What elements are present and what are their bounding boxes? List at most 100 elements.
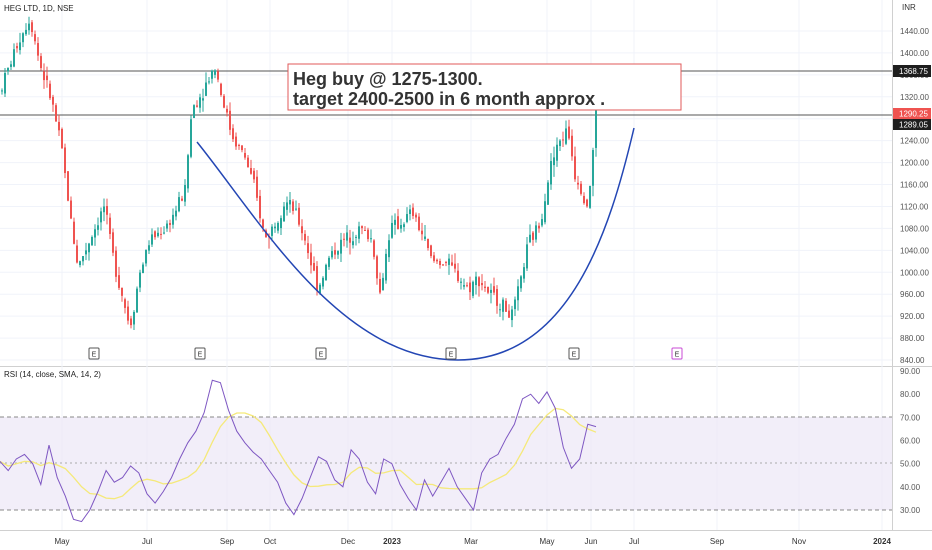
candle[interactable] [358, 221, 360, 244]
candle[interactable] [310, 243, 312, 274]
candle[interactable] [523, 262, 525, 283]
candle[interactable] [199, 93, 201, 113]
candle[interactable] [586, 198, 588, 208]
candle[interactable] [400, 218, 402, 233]
candle[interactable] [196, 100, 198, 108]
candle[interactable] [505, 298, 507, 312]
candle[interactable] [409, 204, 411, 221]
candle[interactable] [379, 272, 381, 295]
candle[interactable] [67, 170, 69, 202]
candle[interactable] [61, 127, 63, 149]
candle[interactable] [274, 222, 276, 233]
candle[interactable] [415, 212, 417, 222]
candle[interactable] [235, 132, 237, 150]
candle[interactable] [211, 69, 213, 84]
candle[interactable] [160, 227, 162, 240]
candle[interactable] [55, 103, 57, 122]
candle[interactable] [463, 278, 465, 290]
candle[interactable] [184, 179, 186, 207]
candle[interactable] [223, 93, 225, 109]
candle[interactable] [490, 283, 492, 304]
candle[interactable] [499, 303, 501, 317]
candle[interactable] [301, 219, 303, 241]
candle[interactable] [394, 213, 396, 235]
candle[interactable] [229, 102, 231, 136]
candle[interactable] [589, 185, 591, 209]
cup-curve[interactable] [196, 127, 635, 361]
candle[interactable] [352, 231, 354, 249]
candle[interactable] [445, 260, 447, 267]
candle[interactable] [556, 137, 558, 167]
candle[interactable] [544, 193, 546, 225]
candle[interactable] [460, 277, 462, 290]
event-marker[interactable]: E [194, 347, 206, 360]
candle[interactable] [46, 66, 48, 88]
candle[interactable] [493, 277, 495, 296]
candle[interactable] [292, 199, 294, 215]
candle[interactable] [568, 119, 570, 140]
candle[interactable] [88, 242, 90, 261]
candle[interactable] [91, 235, 93, 246]
candle[interactable] [343, 233, 345, 247]
candle[interactable] [481, 274, 483, 291]
candle[interactable] [166, 220, 168, 232]
candle[interactable] [322, 276, 324, 290]
candle[interactable] [451, 254, 453, 267]
candle[interactable] [334, 242, 336, 260]
candle[interactable] [577, 175, 579, 190]
candle[interactable] [250, 159, 252, 175]
candle[interactable] [295, 200, 297, 211]
candle[interactable] [133, 310, 135, 331]
candle[interactable] [58, 114, 60, 137]
candle[interactable] [385, 248, 387, 284]
candle[interactable] [94, 224, 96, 246]
candle[interactable] [520, 275, 522, 292]
candle[interactable] [4, 68, 6, 97]
candle[interactable] [580, 181, 582, 196]
candle[interactable] [181, 195, 183, 202]
candle[interactable] [259, 189, 261, 223]
candle[interactable] [502, 297, 504, 321]
candle[interactable] [298, 202, 300, 227]
candle[interactable] [238, 143, 240, 150]
candle[interactable] [346, 225, 348, 248]
rsi-line[interactable] [0, 379, 597, 523]
candle[interactable] [106, 198, 108, 225]
candle[interactable] [157, 227, 159, 238]
candle[interactable] [1, 88, 3, 95]
candle[interactable] [175, 205, 177, 221]
event-marker[interactable]: E [568, 347, 580, 360]
candle[interactable] [514, 296, 516, 316]
price-pane[interactable] [0, 0, 892, 366]
candle[interactable] [595, 102, 597, 157]
candle[interactable] [538, 222, 540, 233]
candle[interactable] [31, 19, 33, 37]
candle[interactable] [532, 231, 534, 246]
candle[interactable] [13, 43, 15, 68]
candle[interactable] [217, 68, 219, 83]
candle[interactable] [478, 276, 480, 297]
candle[interactable] [574, 146, 576, 182]
candle[interactable] [487, 286, 489, 295]
candle[interactable] [142, 262, 144, 274]
candle[interactable] [403, 222, 405, 232]
candle[interactable] [202, 88, 204, 112]
candle[interactable] [328, 255, 330, 270]
candle[interactable] [373, 239, 375, 260]
candle[interactable] [7, 67, 9, 75]
candle[interactable] [10, 60, 12, 71]
candle[interactable] [484, 281, 486, 292]
candle[interactable] [562, 131, 564, 148]
candle[interactable] [76, 239, 78, 264]
candle[interactable] [307, 235, 309, 259]
candle[interactable] [241, 145, 243, 153]
candle[interactable] [37, 37, 39, 61]
candle[interactable] [118, 266, 120, 290]
candle[interactable] [355, 234, 357, 246]
candle[interactable] [349, 229, 351, 255]
candle[interactable] [565, 120, 567, 146]
candle[interactable] [112, 228, 114, 257]
candle[interactable] [52, 94, 54, 112]
candle[interactable] [286, 196, 288, 216]
candle[interactable] [19, 32, 21, 55]
